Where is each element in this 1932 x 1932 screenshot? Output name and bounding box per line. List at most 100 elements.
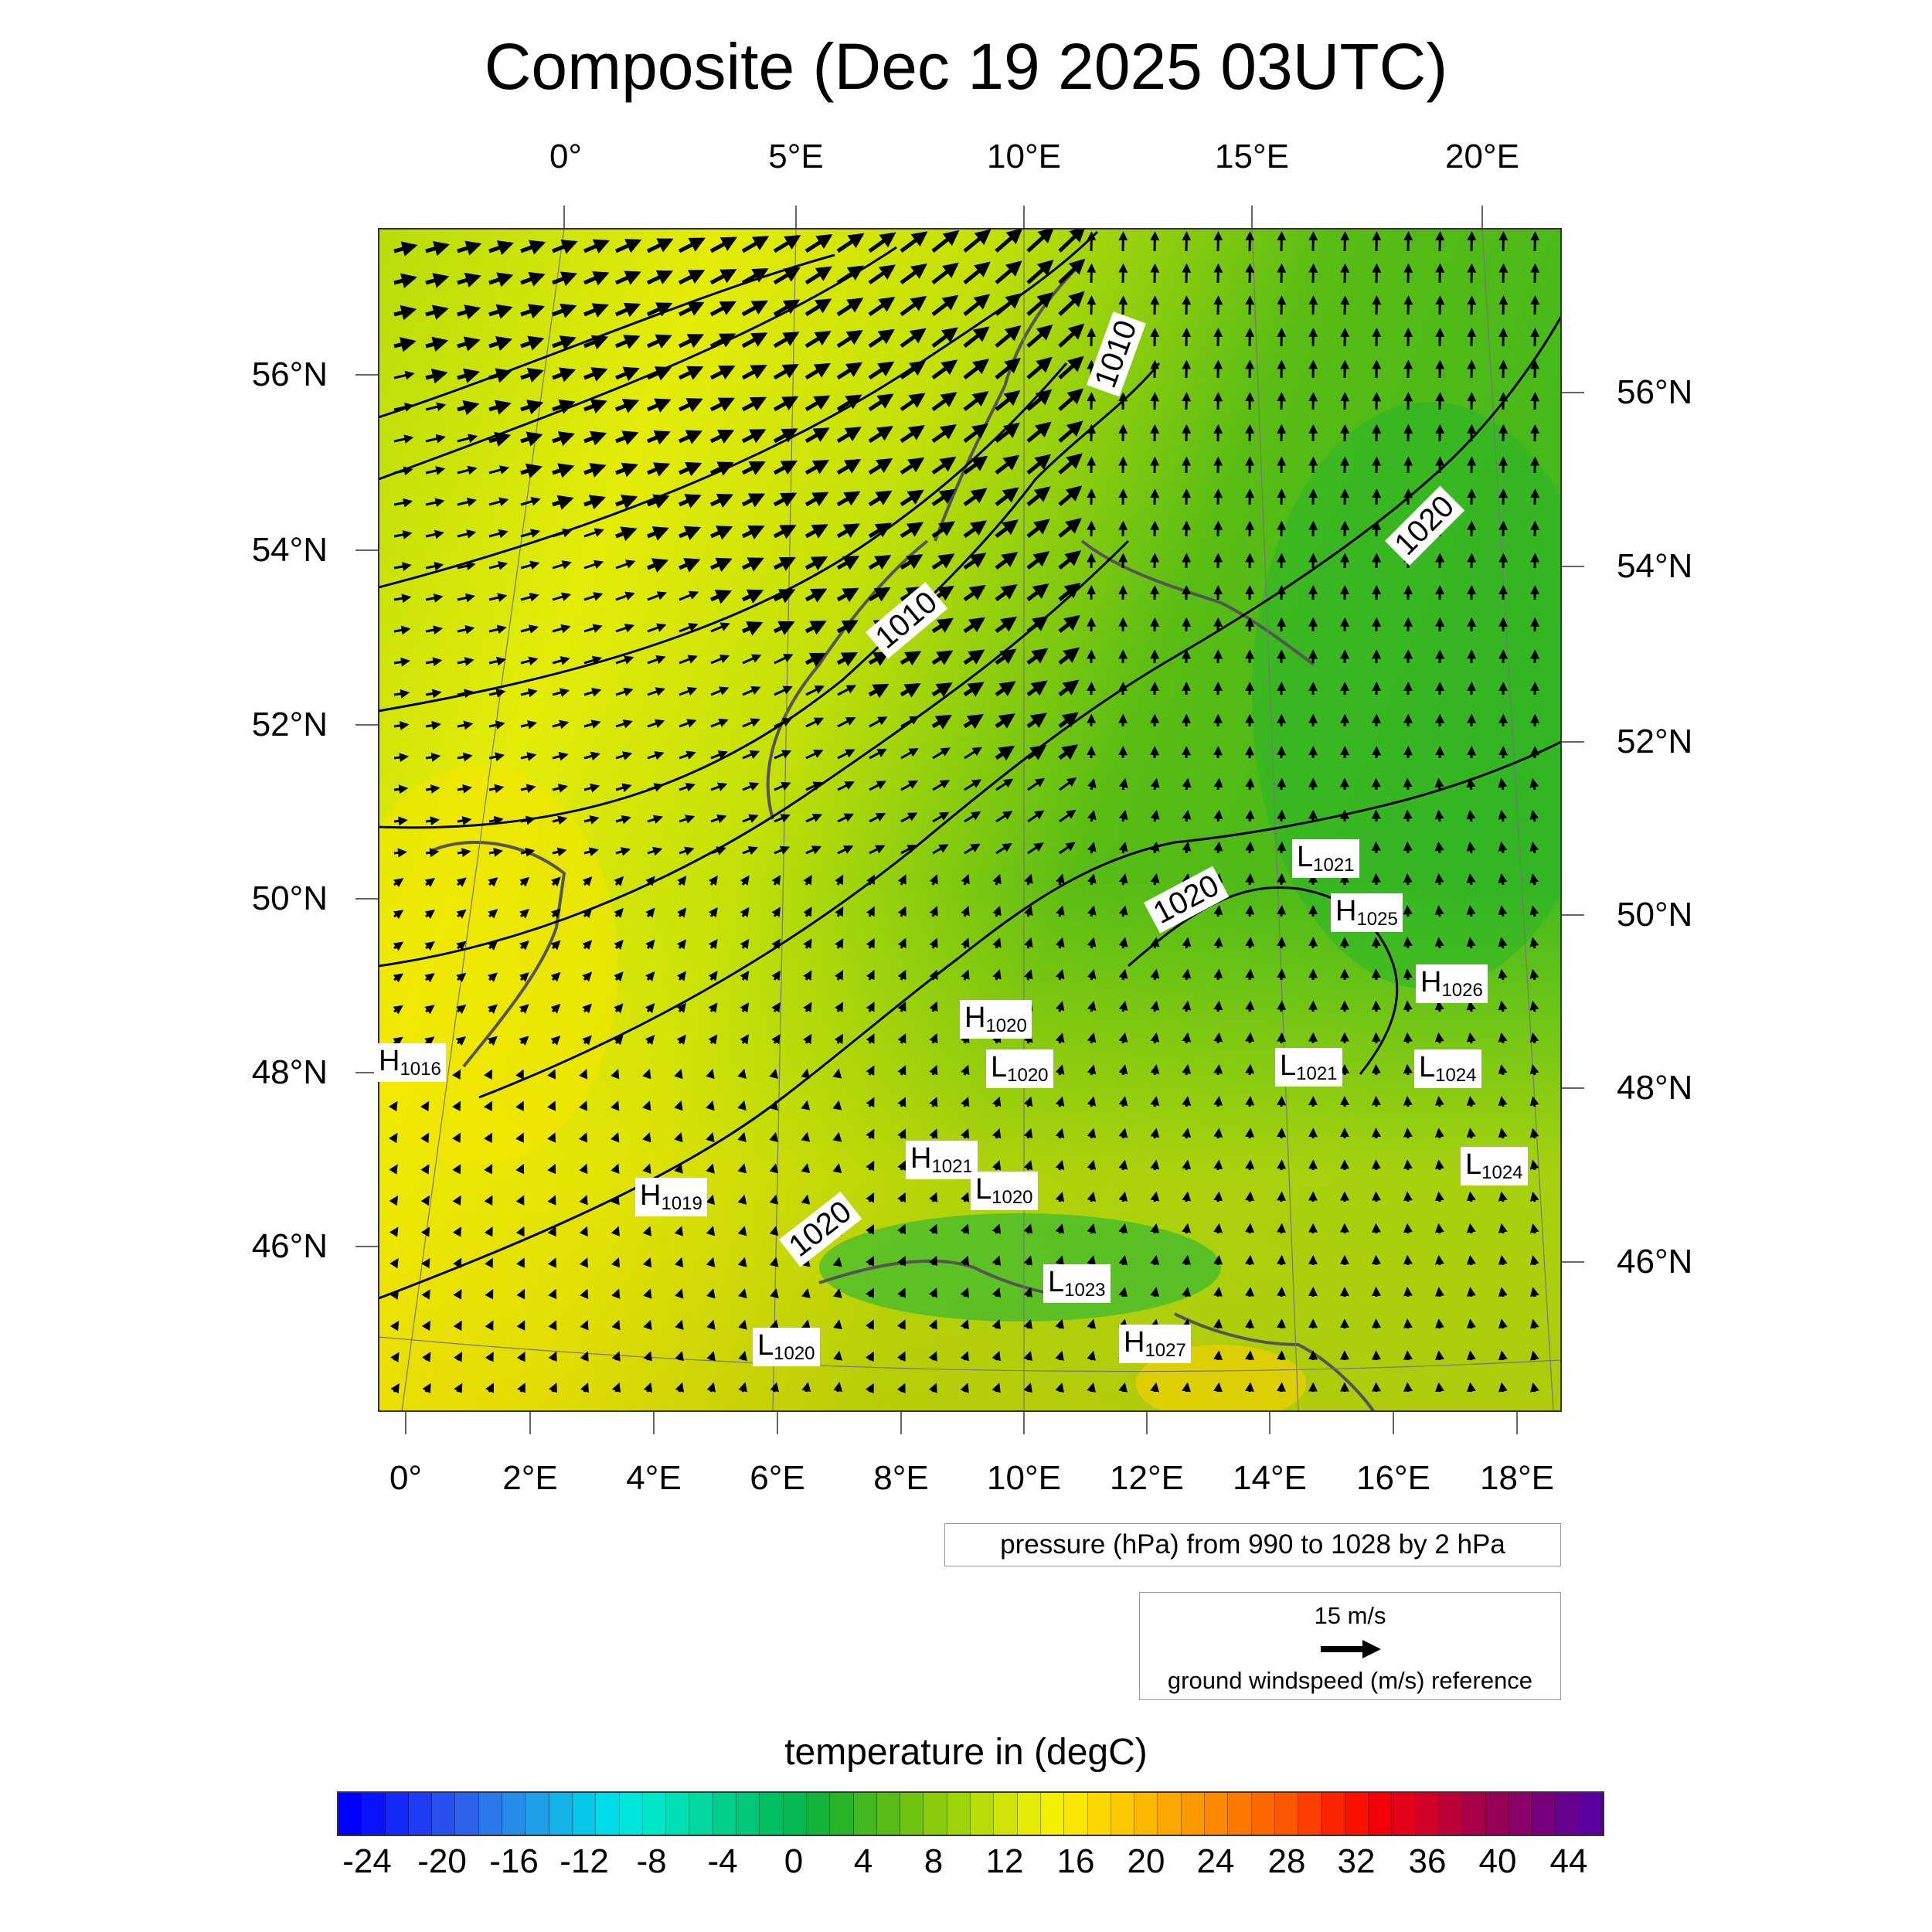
wind-vector-arrow [1470, 1098, 1471, 1107]
wind-vector-arrow [1376, 1225, 1377, 1233]
vector-reference-speed: 15 m/s [1140, 1602, 1560, 1630]
wind-vector-arrow [1439, 1034, 1440, 1043]
colorbar-segment [1392, 1793, 1415, 1835]
wind-vector-arrow [1218, 907, 1219, 917]
bottom-lon-label: 12°E [1110, 1459, 1184, 1498]
pressure-center-label: L1020 [986, 1049, 1053, 1088]
wind-vector-arrow [1155, 1289, 1156, 1297]
left-lat-label: 52°N [252, 706, 328, 744]
wind-vector-arrow [1439, 1225, 1440, 1233]
wind-vector-arrow [743, 1102, 744, 1107]
wind-vector-arrow [1471, 1257, 1472, 1265]
wind-vector-arrow [679, 1070, 681, 1075]
wind-vector-arrow [679, 1165, 681, 1170]
wind-vector-arrow [1408, 233, 1409, 252]
right-lat-label: 56°N [1617, 373, 1692, 412]
wind-vector-arrow [1407, 843, 1408, 853]
wind-vector-arrow [1407, 1225, 1408, 1233]
wind-vector-arrow [1407, 1193, 1408, 1202]
colorbar-tick-label: -16 [489, 1842, 539, 1881]
wind-vector-arrow [743, 1070, 744, 1075]
wind-vector-arrow [426, 852, 437, 853]
wind-vector-arrow [1502, 1384, 1503, 1392]
wind-vector-arrow [1439, 843, 1440, 853]
wind-vector-arrow [1408, 298, 1409, 315]
wind-vector-arrow [1155, 1130, 1156, 1138]
wind-vector-arrow [394, 852, 406, 854]
colorbar-segment [1369, 1793, 1392, 1835]
wind-vector-arrow [711, 1196, 713, 1202]
colorbar-segment [1486, 1793, 1509, 1835]
right-lat-label: 50°N [1617, 896, 1692, 934]
wind-vector-arrow [1281, 1257, 1282, 1265]
top-lon-label: 10°E [987, 138, 1061, 176]
wind-vector-arrow [1470, 876, 1471, 886]
wind-vector-arrow [1186, 1193, 1188, 1202]
right-lat-label: 48°N [1617, 1069, 1692, 1107]
wind-vector-arrow [1218, 843, 1219, 853]
wind-vector-arrow [1281, 1002, 1282, 1012]
colorbar-segment [1158, 1793, 1181, 1835]
wind-vector-arrow [1502, 1193, 1503, 1202]
right-lat-label: 52°N [1617, 723, 1692, 761]
left-lat-label: 46°N [252, 1227, 328, 1266]
wind-vector-arrow [1376, 875, 1377, 885]
wind-vector-arrow [774, 1290, 776, 1297]
colorbar-segment [573, 1793, 596, 1835]
colorbar-tick-label: 12 [986, 1842, 1024, 1881]
wind-vector-arrow [1439, 939, 1440, 948]
wind-vector-arrow [1281, 811, 1282, 821]
colorbar-tick-label: -4 [707, 1842, 737, 1881]
wind-vector-arrow [806, 1290, 808, 1297]
wind-vector-arrow [1503, 298, 1504, 315]
wind-vector-arrow [1471, 1225, 1472, 1233]
wind-vector-arrow [1186, 1002, 1188, 1012]
wind-vector-arrow [1439, 1002, 1440, 1012]
wind-vector-arrow [1218, 1257, 1219, 1265]
wind-vector-arrow [584, 1071, 586, 1076]
map-area [340, 229, 1607, 1423]
wind-vector-arrow [1502, 1130, 1503, 1138]
wind-vector-arrow [838, 1321, 839, 1328]
wind-vector-arrow [1470, 811, 1471, 821]
colorbar-segment [362, 1793, 385, 1835]
wind-vector-arrow [1470, 939, 1471, 948]
wind-vector-arrow [1439, 1257, 1440, 1265]
wind-vector-arrow [1218, 1289, 1219, 1298]
wind-vector-arrow [1407, 1162, 1408, 1170]
wind-vector-arrow [1218, 1034, 1219, 1043]
right-lat-label: 54°N [1617, 547, 1692, 586]
wind-vector-arrow [1470, 907, 1471, 917]
colorbar-segment [1298, 1793, 1321, 1835]
wind-vector-arrow [1091, 265, 1092, 283]
wind-vector-arrow [1439, 1352, 1440, 1360]
wind-vector-arrow [1471, 233, 1472, 252]
colorbar-segment [1556, 1793, 1579, 1835]
wind-vector-arrow [616, 1134, 617, 1138]
colorbar-segment [1111, 1793, 1134, 1835]
colorbar-tick-label: -24 [342, 1842, 392, 1881]
colorbar-segment [1252, 1793, 1275, 1835]
right-lat-label: 46°N [1617, 1243, 1692, 1281]
colorbar-segment [947, 1793, 971, 1835]
wind-vector-arrow [1186, 1130, 1188, 1138]
wind-vector-arrow [1502, 1289, 1503, 1297]
wind-vector-arrow [648, 1070, 649, 1075]
wind-vector-arrow [1439, 1130, 1440, 1138]
reference-arrow-icon [1319, 1638, 1383, 1661]
colorbar-segment [923, 1793, 947, 1835]
wind-vector-arrow [1281, 971, 1282, 980]
top-lon-label: 20°E [1445, 138, 1519, 176]
bottom-lon-label: 16°E [1356, 1459, 1430, 1498]
wind-vector-arrow [1281, 298, 1282, 315]
wind-vector-arrow [1218, 298, 1219, 315]
wind-vector-arrow [1376, 1034, 1377, 1043]
wind-vector-arrow [774, 1165, 776, 1170]
wind-vector-arrow [711, 1102, 713, 1107]
wind-vector-arrow [1470, 843, 1471, 853]
colorbar-segment [596, 1793, 619, 1835]
wind-vector-arrow [743, 1165, 744, 1170]
wind-vector-arrow [1313, 298, 1314, 315]
colorbar-segment [994, 1793, 1017, 1835]
wind-vector-arrow [838, 1290, 839, 1297]
